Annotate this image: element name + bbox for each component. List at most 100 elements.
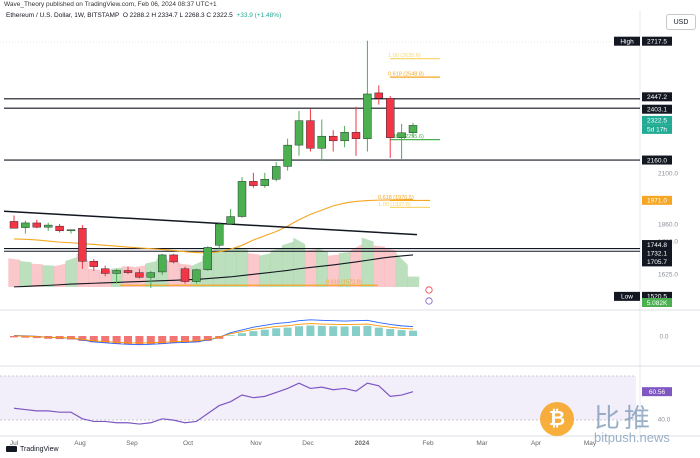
candle-body [260, 179, 269, 186]
price-label-text: Low [621, 294, 633, 301]
price-label-17057: 1705.7 [642, 257, 672, 267]
price-label-value: 1732.1 [647, 251, 667, 258]
candle [294, 111, 304, 156]
price-label-value: 1971.0 [647, 198, 667, 205]
candle [260, 172, 269, 188]
rsi-value-text: 60.56 [649, 389, 666, 396]
candle [146, 270, 156, 288]
volume-segment [167, 261, 180, 287]
candle-body [55, 225, 64, 232]
macd-bar [21, 336, 30, 338]
candle [374, 85, 383, 105]
event-marker-icon [425, 297, 433, 305]
candle-body [169, 254, 178, 263]
macd-bar [397, 330, 406, 336]
publisher-line: Wave_Theory published on TradingView.com… [0, 0, 700, 10]
ma-orange [13, 198, 414, 254]
candle-body [100, 268, 110, 274]
macd-bar [192, 336, 201, 343]
volume-segment [213, 248, 226, 287]
candle [192, 268, 201, 284]
price-tick-label: 1625.0 [658, 272, 678, 279]
price-label-text: High [620, 38, 634, 45]
candle [112, 268, 121, 284]
currency-button[interactable]: USD [666, 14, 696, 30]
price-label-27175: 2717.5 High [614, 36, 672, 46]
price-label-value: 2403.1 [647, 107, 667, 114]
candle [397, 123, 406, 161]
volume-segment [8, 258, 21, 287]
macd-bar [112, 336, 121, 344]
candle-body [135, 272, 144, 278]
candle [169, 253, 178, 264]
candles [9, 40, 418, 288]
volume-segment [338, 251, 351, 287]
volume-segment [293, 237, 306, 287]
macd-bar [283, 327, 292, 336]
macd-bar [124, 336, 132, 345]
candle [100, 265, 110, 277]
candle [214, 221, 224, 249]
macd-bar [295, 326, 303, 336]
macd-bar [260, 329, 269, 336]
candle-body [237, 181, 247, 217]
candle-body [123, 270, 133, 273]
macd-bar [306, 325, 315, 336]
candle [66, 229, 76, 234]
time-axis-label: Sep [126, 440, 138, 447]
candle [180, 266, 190, 284]
volume-segment [281, 241, 294, 287]
candle-body [294, 120, 304, 146]
candle-body [317, 135, 326, 149]
macd-bar [352, 326, 360, 336]
candle-body [9, 221, 19, 229]
candle [283, 138, 292, 171]
price-change: +33.9 (+1.48%) [236, 12, 282, 19]
symbol-name: Ethereum / U.S. Dollar, 1W, BITSTAMP [6, 12, 120, 19]
price-tick-label: 2100.0 [658, 170, 678, 177]
price-label-value: 1705.7 [647, 259, 667, 266]
price-label-17321: 1732.1 [642, 248, 672, 258]
price-label-24031: 2403.1 [642, 104, 672, 114]
volume-segment [76, 253, 89, 287]
time-axis-label: Apr [531, 440, 542, 447]
tradingview-logo[interactable]: TradingView [6, 446, 59, 453]
fib-label: 0.618 (2548.8) [388, 72, 424, 78]
candle [89, 259, 99, 271]
volume-segment [259, 253, 271, 287]
price-label-value: 2160.0 [647, 157, 667, 164]
volume-segment [88, 268, 100, 287]
candle-body [340, 132, 349, 142]
candle [306, 108, 315, 152]
fib-label: 1.00 (1937.8) [378, 202, 411, 208]
volume-segment [327, 254, 340, 287]
macd-signal-line [13, 323, 414, 344]
candle [21, 220, 30, 234]
macd-bar [169, 336, 178, 343]
price-label-15205: 1520.5 Low [614, 291, 672, 301]
time-axis-label: 2024 [355, 440, 370, 447]
volume-segment [304, 249, 317, 287]
time-axis-label: Mar [476, 440, 488, 447]
time-axis-label: May [584, 440, 597, 447]
volume-segment [316, 248, 328, 287]
bitpush-watermark: ₿ 比推 bitpush.news [540, 398, 700, 458]
time-axis-label: Aug [74, 440, 86, 447]
tradingview-icon [6, 446, 17, 453]
candle [157, 253, 167, 276]
macd-bar [146, 336, 155, 345]
volume-segment [31, 263, 43, 287]
price-label-5d17h: 5d 17h [642, 124, 672, 134]
price-label-value: 2322.5 [647, 118, 667, 125]
candle-body [374, 92, 383, 99]
macd-bar [32, 336, 41, 339]
candle [44, 222, 53, 231]
macd-bar [181, 336, 189, 343]
volume-value-label: 5.082K [642, 298, 672, 307]
macd-bar [374, 327, 383, 336]
volume-segment [361, 237, 374, 287]
macd-bar [101, 336, 110, 343]
fib-label: 0.618 (1970.5) [378, 195, 414, 201]
macd-bar [363, 325, 372, 336]
price-label-value: 5d 17h [647, 127, 667, 134]
